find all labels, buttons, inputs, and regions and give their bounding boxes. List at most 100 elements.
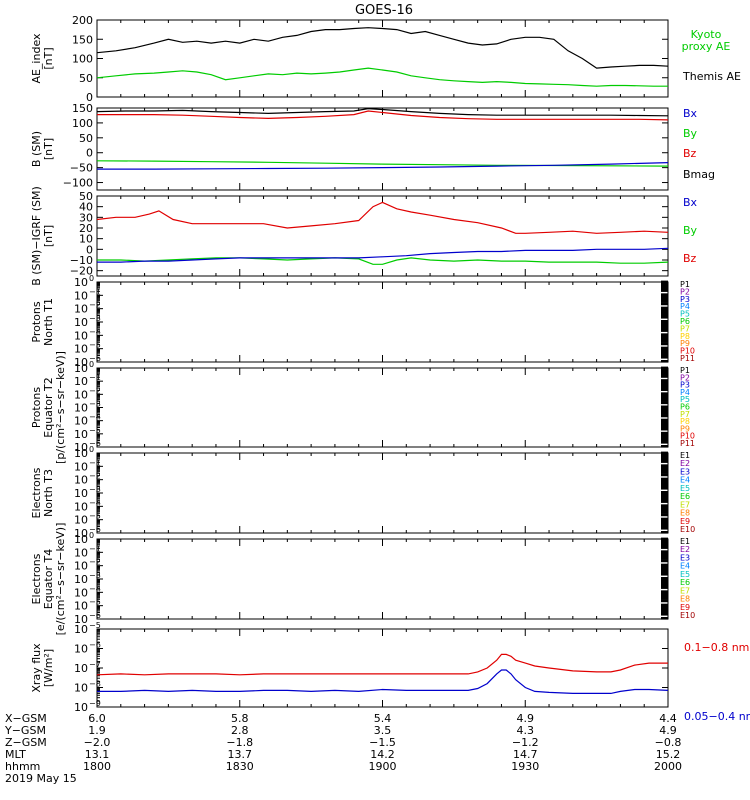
y-tick-exponent: −3: [89, 400, 101, 409]
legend-entry: 0.1−0.8 nm: [684, 641, 749, 654]
y-axis-label: [nT]: [42, 138, 55, 160]
right-tick-block: [661, 315, 668, 319]
legend-entry: E7: [680, 586, 690, 595]
legend-entry: E5: [680, 570, 690, 579]
panel-frame: [96, 281, 669, 363]
y-axis-label: North T3: [42, 469, 55, 517]
y-tick-label: 10: [74, 487, 88, 500]
y-tick-label: 40: [79, 201, 93, 214]
y-tick-exponent: −4: [89, 584, 101, 593]
legend-entry: P8: [680, 332, 690, 341]
y-tick-label: 10: [74, 276, 88, 289]
y-tick-exponent: −5: [89, 341, 101, 350]
right-tick-block: [661, 491, 668, 494]
series-line: [97, 669, 669, 694]
y-tick-exponent: −9: [89, 699, 101, 708]
right-tick-block: [661, 610, 668, 614]
y-tick-label: 50: [79, 72, 93, 85]
y-tick-exponent: −6: [89, 641, 101, 650]
legend-entry: P11: [680, 354, 695, 363]
ephemeris-value: 4.3: [517, 724, 535, 737]
panel-frame: [96, 538, 669, 620]
plot-title: GOES-16: [355, 3, 413, 18]
legend-entry: P7: [680, 410, 690, 419]
y-tick-label: 10: [74, 600, 88, 613]
y-tick-label: 10: [74, 560, 88, 573]
right-tick-block: [661, 500, 668, 503]
legend-entry: E3: [680, 553, 690, 562]
right-tick-block: [661, 445, 668, 448]
ephemeris-value: 4.4: [659, 712, 677, 725]
legend-entry: E10: [680, 611, 695, 620]
right-tick-block: [661, 531, 668, 534]
right-tick-block: [661, 486, 668, 490]
y-tick-exponent: 0: [89, 274, 94, 283]
legend-entry: E9: [680, 603, 690, 612]
right-tick-block: [661, 441, 668, 444]
y-tick-label: −100: [63, 177, 93, 190]
ephemeris-value: 1900: [369, 760, 397, 773]
y-tick-label: 50: [79, 132, 93, 145]
y-tick-label: 30: [79, 211, 93, 224]
legend-entry: E5: [680, 484, 690, 493]
series-line: [96, 27, 669, 69]
ephemeris-value: 2.8: [231, 724, 249, 737]
y-tick-exponent: −5: [89, 512, 101, 521]
y-tick-exponent: −5: [89, 598, 101, 607]
right-tick-block: [661, 451, 668, 455]
y-tick-label: 10: [74, 375, 88, 388]
y-tick-label: 10: [74, 362, 88, 375]
ephemeris-value: 1.9: [88, 724, 106, 737]
series-line: [96, 160, 669, 167]
y-axis-label: Equator T2: [42, 377, 55, 437]
right-tick-block: [661, 372, 668, 376]
legend-entry: P2: [680, 287, 690, 296]
ephemeris-value: 14.7: [513, 748, 538, 761]
y-axis-label: B (SM)−IGRF (SM): [30, 186, 43, 286]
y-tick-label: 10: [74, 573, 88, 586]
series-line: [96, 201, 669, 234]
right-tick-block: [661, 597, 668, 600]
y-tick-exponent: −2: [89, 386, 101, 395]
right-tick-block: [661, 346, 668, 350]
legend-entry: P10: [680, 347, 695, 356]
right-tick-block: [661, 306, 668, 310]
ephemeris-value: 6.0: [88, 712, 106, 725]
legend-entry: 0.05−0.4 nm: [684, 710, 750, 723]
ephemeris-value: −1.2: [512, 736, 539, 749]
y-tick-exponent: −2: [89, 472, 101, 481]
right-tick-block: [661, 340, 668, 343]
right-tick-block: [661, 477, 668, 481]
y-tick-label: 0: [86, 243, 93, 256]
ephemeris-value: 5.8: [231, 712, 249, 725]
right-tick-block: [661, 399, 668, 402]
right-tick-block: [661, 438, 668, 442]
legend-entry: P9: [680, 424, 690, 433]
right-tick-block: [661, 543, 668, 547]
right-tick-block: [661, 524, 668, 528]
y-tick-label: 10: [74, 643, 88, 656]
legend-entry: P8: [680, 417, 690, 426]
right-tick-block: [661, 405, 668, 409]
series-line: [96, 107, 669, 117]
right-tick-block: [661, 572, 668, 576]
right-tick-block: [661, 460, 668, 463]
y-tick-label: 200: [72, 14, 93, 27]
legend-entry: P2: [680, 373, 690, 382]
legend-entry: P5: [680, 310, 690, 319]
y-tick-label: 10: [74, 447, 88, 460]
legend-entry: Bz: [683, 147, 697, 160]
legend-entry: P6: [680, 403, 690, 412]
right-tick-block: [661, 557, 668, 560]
ephemeris-row-label: MLT: [5, 748, 26, 761]
panel-frame: [96, 452, 669, 534]
y-tick-label: 10: [74, 546, 88, 559]
legend-entry: Bx: [683, 107, 698, 120]
y-axis-label: B (SM): [30, 131, 43, 167]
